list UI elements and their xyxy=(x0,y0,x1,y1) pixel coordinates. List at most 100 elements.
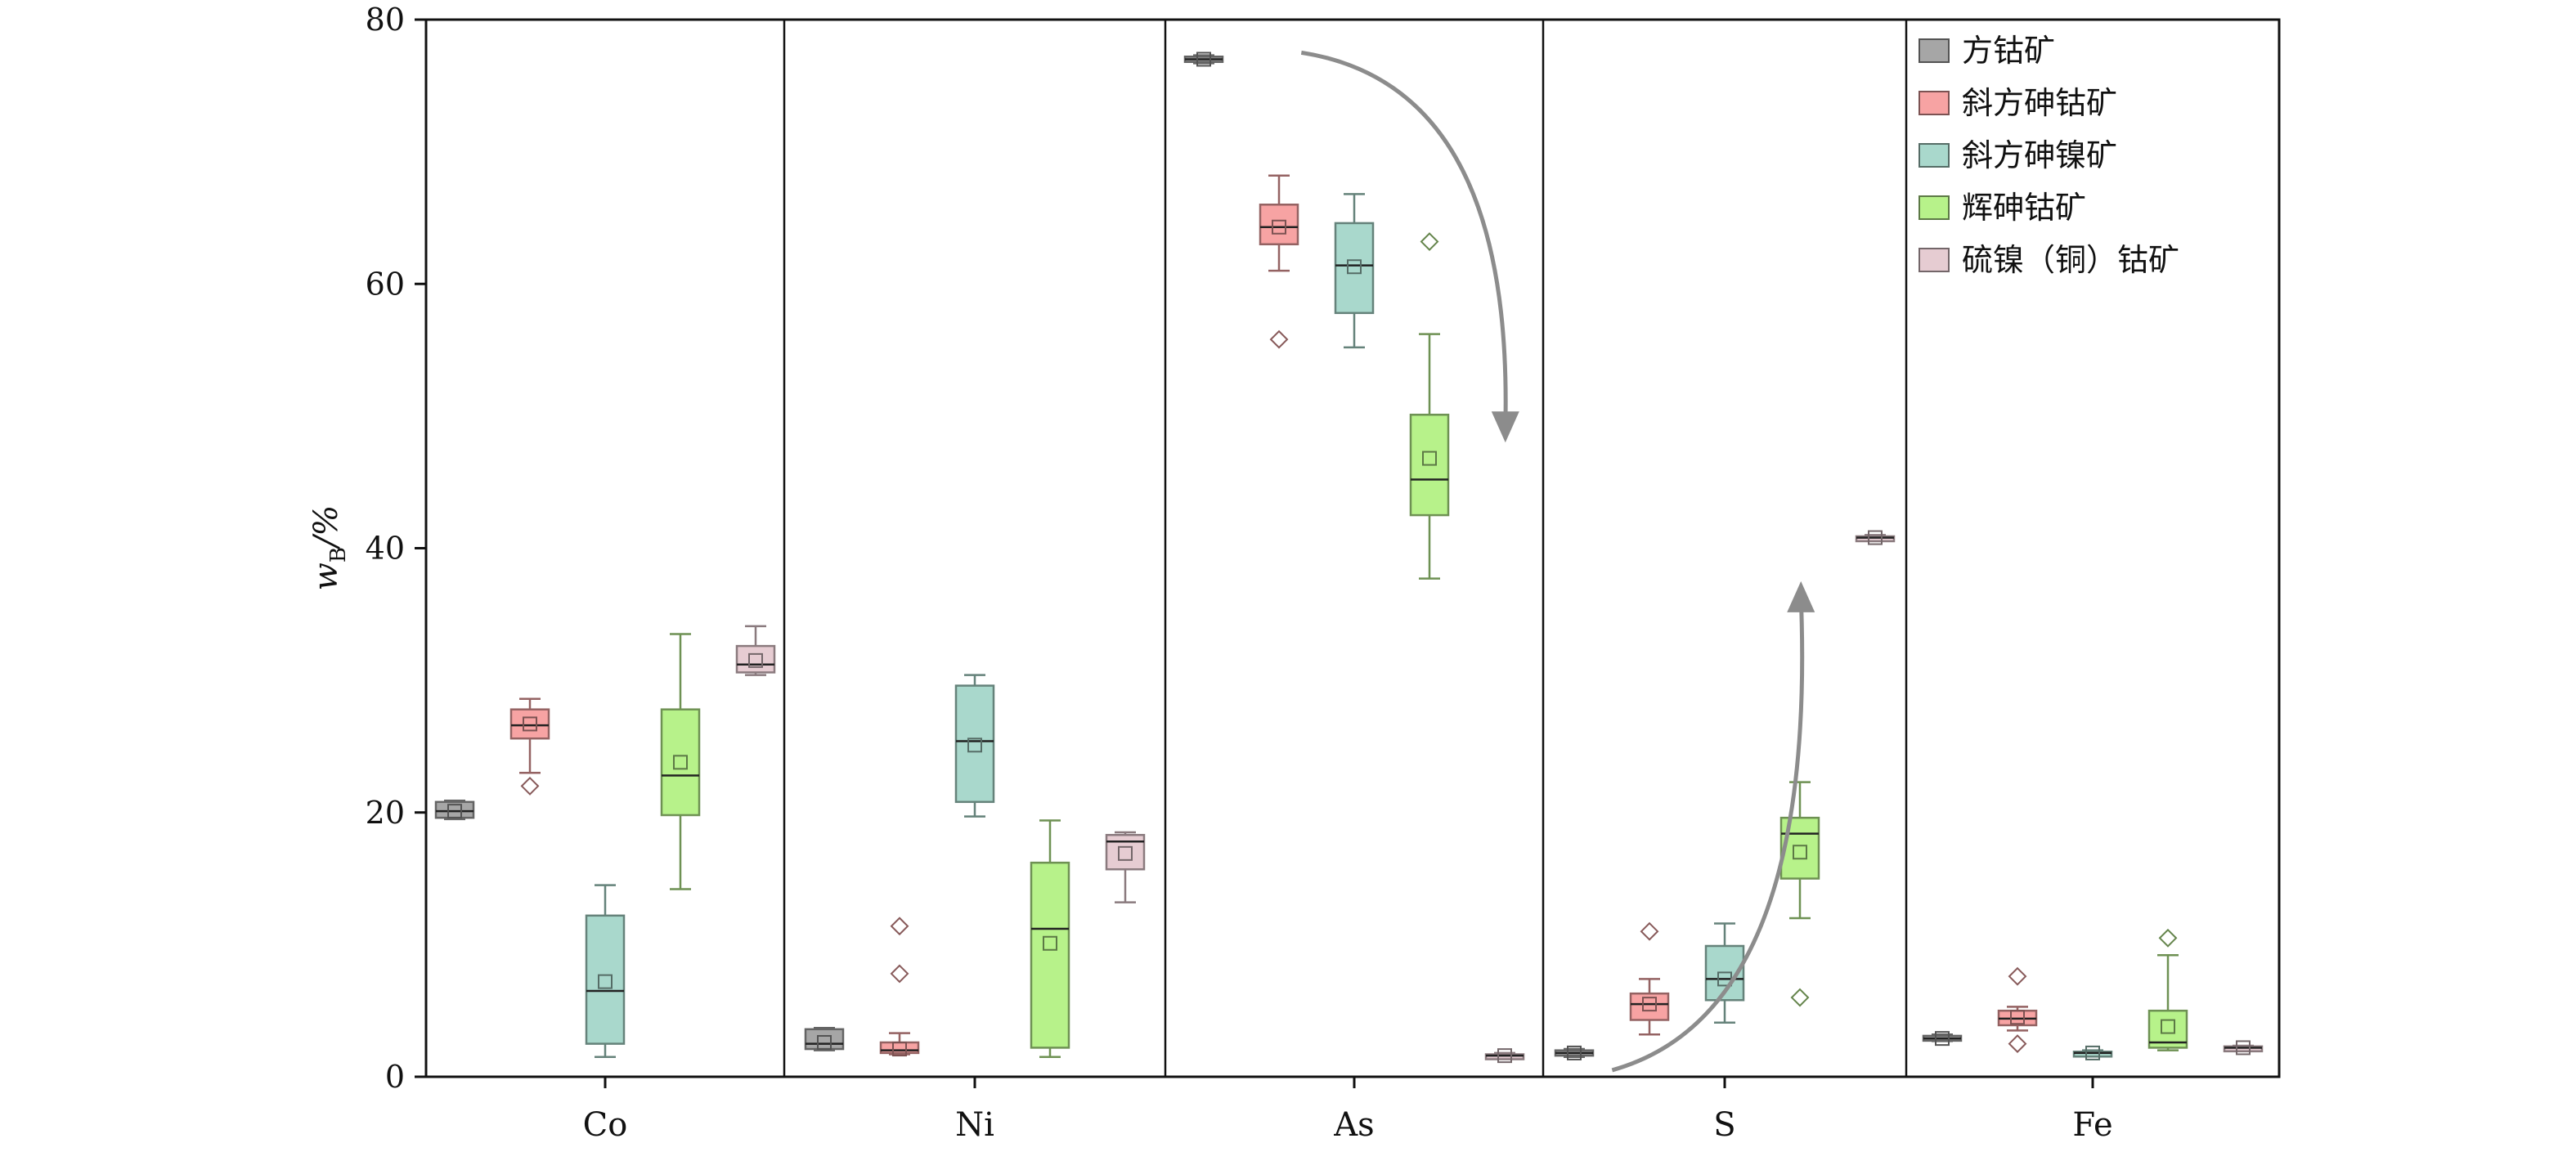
box-Fe-3 xyxy=(2147,928,2188,1051)
box-body xyxy=(735,644,776,674)
x-tick-label: S xyxy=(1713,1106,1735,1144)
trend-arrow-down xyxy=(1300,50,1508,427)
boxes-layer xyxy=(434,52,2264,1064)
box-Ni-0 xyxy=(804,1026,845,1051)
outlier-point xyxy=(890,917,909,936)
outlier-point xyxy=(1640,921,1659,941)
mean-marker xyxy=(1497,1048,1512,1064)
legend-label: 方钴矿 xyxy=(1962,33,2055,69)
legend-swatch xyxy=(1919,248,1950,272)
x-tick-label: Ni xyxy=(955,1106,994,1144)
y-tick-label: 20 xyxy=(366,795,405,831)
legend-label: 硫镍（铜）钴矿 xyxy=(1962,242,2179,278)
box-S-4 xyxy=(1855,530,1896,545)
mean-marker xyxy=(1118,845,1133,861)
mean-marker xyxy=(1567,1045,1582,1060)
legend-swatch xyxy=(1919,143,1950,168)
box-Fe-4 xyxy=(2223,1040,2264,1056)
box-body xyxy=(1259,204,1299,246)
y-tick-label: 0 xyxy=(385,1059,405,1095)
legend-label: 斜方砷钴矿 xyxy=(1962,85,2117,121)
box-body xyxy=(1334,222,1375,315)
mean-marker xyxy=(748,652,763,668)
arrow-head-up xyxy=(1787,580,1815,612)
box-As-4 xyxy=(1484,1048,1525,1064)
outlier-point xyxy=(2158,928,2178,948)
box-body xyxy=(660,708,701,817)
box-Ni-1 xyxy=(879,917,920,1057)
arrows-layer xyxy=(1300,50,1815,1073)
box-As-3 xyxy=(1409,232,1450,580)
mean-marker xyxy=(2085,1045,2100,1060)
axes-layer xyxy=(415,18,2281,1088)
box-As-1 xyxy=(1259,174,1299,349)
box-body xyxy=(1105,833,1146,871)
box-S-2 xyxy=(1704,922,1745,1024)
mean-marker xyxy=(1935,1031,1950,1047)
box-body xyxy=(2072,1051,2113,1058)
outlier-point xyxy=(1790,988,1810,1007)
mean-marker xyxy=(673,755,688,770)
box-S-1 xyxy=(1629,921,1670,1036)
arrow-head-down xyxy=(1491,411,1519,443)
outlier-point xyxy=(2008,966,2027,986)
y-tick-label: 60 xyxy=(366,266,405,302)
box-Co-2 xyxy=(585,884,626,1059)
x-tick-label: As xyxy=(1333,1106,1374,1144)
y-tick-label: 80 xyxy=(366,2,405,38)
trend-arrow-up xyxy=(1611,597,1805,1073)
text-layer: wB/% 0 20 40 60 80 Co Ni As S Fe xyxy=(307,2,2113,1144)
box-Fe-1 xyxy=(1997,966,2038,1054)
box-body xyxy=(1030,861,1070,1049)
box-body xyxy=(509,708,550,740)
box-body xyxy=(1855,535,1896,543)
mean-marker xyxy=(1793,845,1807,860)
box-body xyxy=(954,684,995,804)
mean-marker xyxy=(1422,450,1437,466)
mean-marker xyxy=(1868,530,1883,545)
mean-marker xyxy=(447,804,462,819)
mean-marker xyxy=(892,1042,907,1057)
mean-marker xyxy=(967,737,982,753)
mean-marker xyxy=(1347,259,1362,275)
mean-marker xyxy=(1642,997,1657,1012)
legend-label: 斜方砷镍矿 xyxy=(1962,137,2117,173)
outlier-point xyxy=(520,777,540,796)
mean-marker xyxy=(523,716,537,732)
box-body xyxy=(804,1028,845,1051)
mean-marker xyxy=(1043,935,1057,951)
box-Fe-2 xyxy=(2072,1045,2113,1060)
y-axis-label: wB/% xyxy=(307,505,351,591)
box-body xyxy=(2223,1045,2264,1053)
box-body xyxy=(1409,414,1450,517)
outlier-point xyxy=(890,964,909,984)
legend-label: 辉砷钴矿 xyxy=(1962,190,2086,226)
legend-swatch xyxy=(1919,195,1950,220)
mean-marker xyxy=(2161,1019,2175,1034)
outlier-point xyxy=(1269,329,1289,349)
box-Ni-3 xyxy=(1030,819,1070,1059)
box-Co-0 xyxy=(434,799,475,821)
mean-marker xyxy=(2236,1040,2251,1056)
x-tick-label: Co xyxy=(583,1106,628,1144)
box-body xyxy=(1484,1053,1525,1060)
box-body xyxy=(879,1041,920,1055)
x-tick-label: Fe xyxy=(2072,1106,2112,1144)
box-Ni-4 xyxy=(1105,831,1146,903)
box-Co-3 xyxy=(660,633,701,890)
mean-marker xyxy=(817,1034,832,1050)
outlier-point xyxy=(2008,1034,2027,1054)
box-Co-4 xyxy=(735,625,776,676)
mean-marker xyxy=(1272,219,1286,235)
mean-marker xyxy=(1196,52,1211,67)
mean-marker xyxy=(2010,1010,2025,1025)
box-S-3 xyxy=(1779,781,1820,1007)
box-As-0 xyxy=(1183,52,1224,67)
box-Fe-0 xyxy=(1922,1031,1963,1047)
legend-swatch xyxy=(1919,91,1950,115)
mean-marker xyxy=(598,974,613,989)
y-tick-label: 40 xyxy=(366,531,405,567)
box-body xyxy=(585,914,626,1045)
